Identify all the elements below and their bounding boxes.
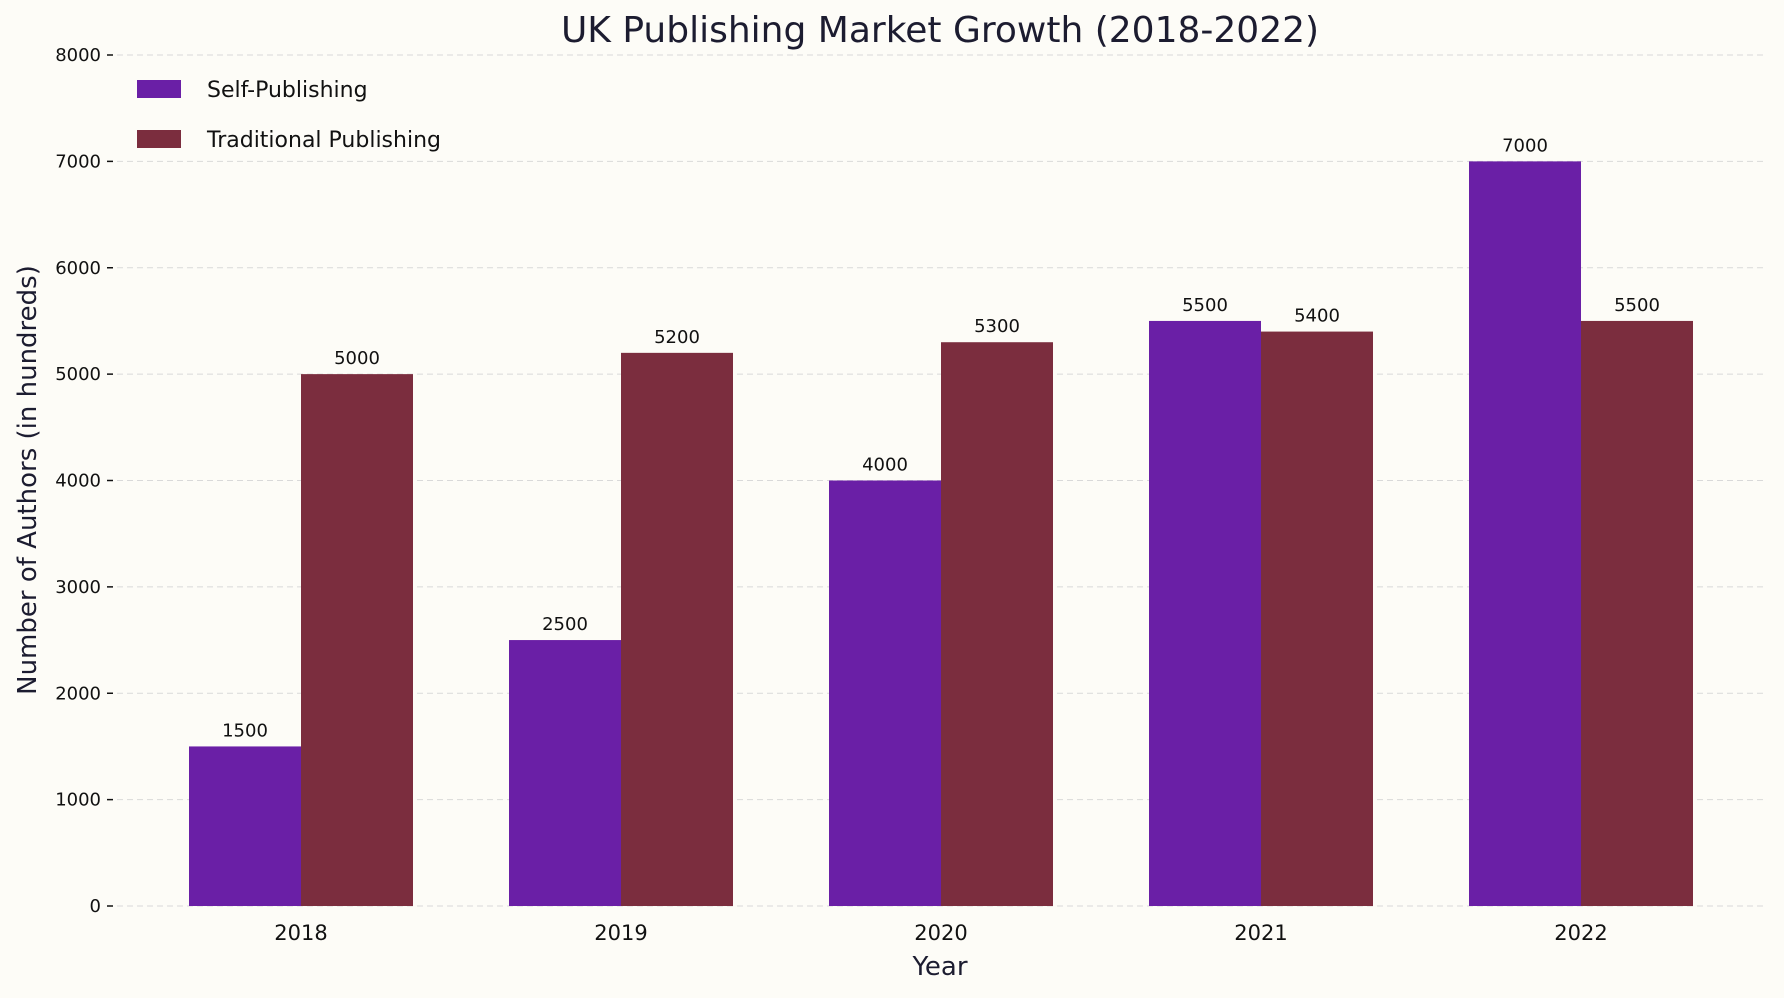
x-tick-label: 2018 (274, 921, 327, 945)
legend-label-self-publishing: Self-Publishing (207, 78, 368, 103)
data-label: 5400 (1294, 306, 1340, 327)
bars: 1500 5000 2500 5200 4000 5300 5500 5400 7000 5500 (189, 135, 1693, 907)
data-label: 5200 (654, 327, 700, 348)
y-tick-label: 5000 (55, 364, 101, 385)
y-tick-label: 1000 (55, 790, 101, 811)
data-label: 5500 (1182, 295, 1228, 316)
bar-self-publishing-2022 (1469, 161, 1581, 906)
x-tick-label: 2020 (914, 921, 967, 945)
x-axis: 2018 2019 2020 2021 2022 (274, 921, 1607, 945)
data-label: 7000 (1502, 135, 1548, 156)
y-tick-label: 7000 (55, 151, 101, 172)
bar-self-publishing-2019 (509, 640, 621, 906)
y-tick-label: 3000 (55, 577, 101, 598)
legend: Self-Publishing Traditional Publishing (137, 78, 441, 153)
chart-title: UK Publishing Market Growth (2018-2022) (561, 10, 1319, 51)
bar-traditional-publishing-2020 (941, 342, 1053, 906)
data-label: 5000 (334, 348, 380, 369)
x-tick-label: 2019 (594, 921, 647, 945)
y-tick-label: 6000 (55, 258, 101, 279)
data-label: 1500 (222, 720, 268, 741)
data-label: 5500 (1614, 295, 1660, 316)
bar-traditional-publishing-2022 (1581, 320, 1693, 906)
y-axis-label: Number of Authors (in hundreds) (13, 265, 43, 695)
data-label: 5300 (974, 316, 1020, 337)
bar-self-publishing-2018 (189, 746, 301, 906)
legend-swatch-self-publishing (137, 80, 181, 98)
y-tick-label: 0 (90, 896, 101, 917)
y-tick-label: 2000 (55, 683, 101, 704)
x-axis-label: Year (911, 952, 967, 982)
x-tick-label: 2021 (1234, 921, 1287, 945)
bar-self-publishing-2020 (829, 480, 941, 906)
bar-self-publishing-2021 (1149, 320, 1261, 906)
bar-traditional-publishing-2021 (1261, 331, 1373, 906)
y-tick-label: 8000 (55, 45, 101, 66)
legend-swatch-traditional-publishing (137, 130, 181, 148)
x-tick-label: 2022 (1554, 921, 1607, 945)
data-label: 2500 (542, 614, 588, 635)
bar-traditional-publishing-2018 (301, 374, 413, 906)
y-axis: 0 1000 2000 3000 4000 5000 6000 7000 8000 (55, 45, 113, 917)
legend-label-traditional-publishing: Traditional Publishing (206, 128, 441, 153)
bar-traditional-publishing-2019 (621, 352, 733, 907)
y-tick-label: 4000 (55, 471, 101, 492)
data-label: 4000 (862, 455, 908, 476)
